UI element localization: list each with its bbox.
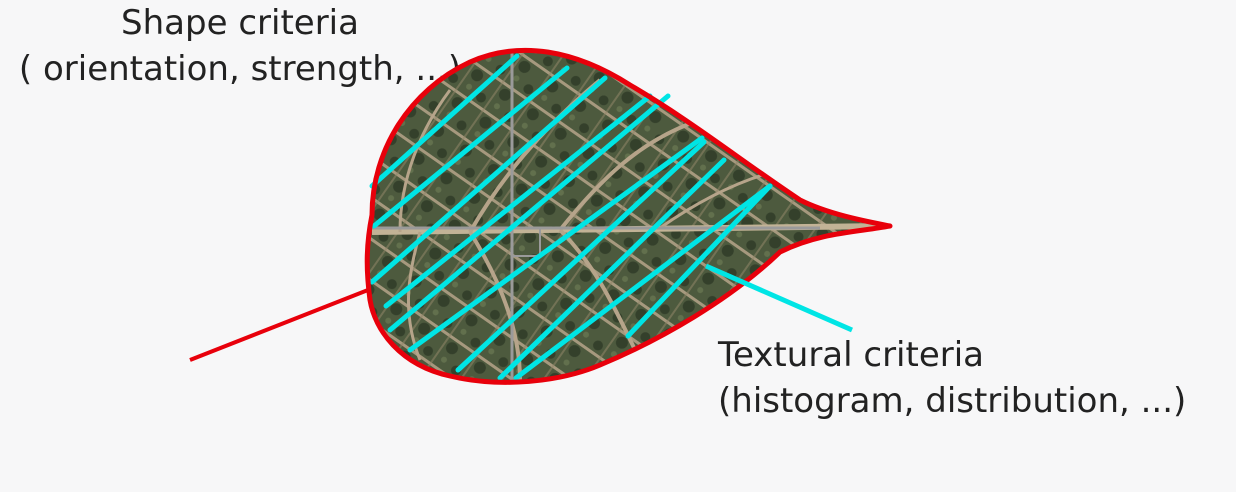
texture-pointer-line	[704, 263, 854, 333]
textural-criteria-title: Textural criteria	[718, 335, 985, 375]
leaf-outline	[364, 47, 893, 385]
textural-criteria-detail: (histogram, distribution, ...)	[718, 381, 1187, 421]
shape-criteria-detail: ( orientation, strength, ...)	[18, 49, 462, 89]
textural-criteria-label: Textural criteria (histogram, distributi…	[718, 332, 1186, 424]
shape-criteria-label: Shape criteria ( orientation, strength, …	[0, 0, 480, 92]
shape-pointer-line	[189, 288, 369, 362]
crosshair	[372, 50, 820, 383]
shape-criteria-title: Shape criteria	[121, 3, 359, 43]
texture-hatch	[369, 53, 773, 381]
